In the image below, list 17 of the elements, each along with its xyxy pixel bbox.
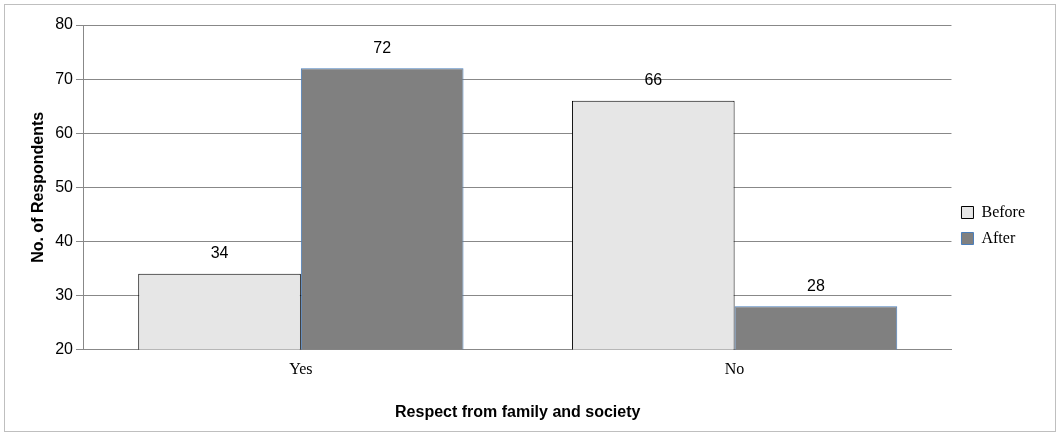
data-label: 34	[210, 244, 229, 262]
y-tick-label: 30	[55, 285, 74, 303]
data-label: 72	[373, 38, 392, 56]
legend-label: Before	[981, 202, 1025, 220]
legend-label: After	[981, 228, 1016, 246]
x-axis-title: Respect from family and society	[395, 402, 641, 420]
y-tick-label: 40	[55, 231, 74, 249]
y-tick-label: 70	[55, 69, 74, 87]
data-label: 66	[644, 71, 663, 89]
x-tick-label: No	[724, 360, 745, 378]
y-tick-label: 60	[55, 123, 74, 141]
y-tick-label: 50	[55, 177, 74, 195]
y-tick-label: 80	[55, 15, 74, 33]
x-tick-label: Yes	[289, 360, 313, 378]
y-axis-title: No. of Respondents	[29, 111, 47, 263]
data-label: 28	[807, 276, 825, 294]
y-tick-label: 20	[55, 340, 74, 358]
